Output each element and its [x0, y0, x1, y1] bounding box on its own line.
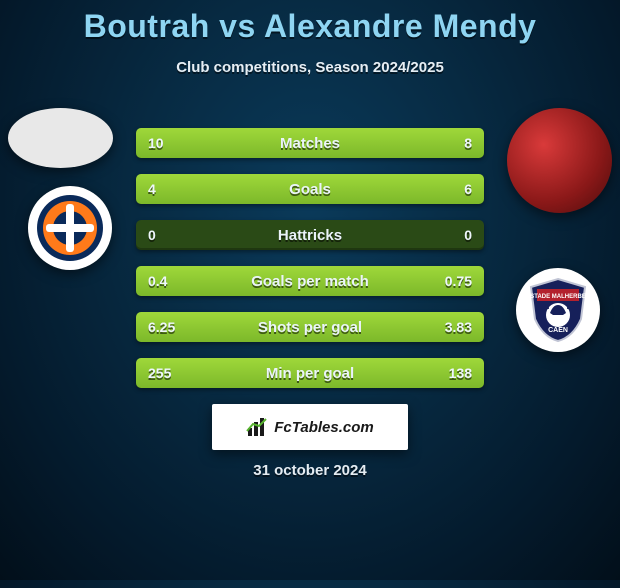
stat-row-goals: 4 Goals 6 [136, 174, 484, 204]
stat-value-right: 8 [464, 128, 472, 158]
stat-row-min-per-goal: 255 Min per goal 138 [136, 358, 484, 388]
stat-label: Min per goal [136, 358, 484, 388]
stat-label: Goals per match [136, 266, 484, 296]
stat-row-matches: 10 Matches 8 [136, 128, 484, 158]
club-right-logo: STADE MALHERBE CAEN [516, 268, 600, 352]
subtitle: Club competitions, Season 2024/2025 [0, 59, 620, 76]
stat-label: Goals [136, 174, 484, 204]
badge-text: FcTables.com [274, 419, 373, 436]
stat-row-hattricks: 0 Hattricks 0 [136, 220, 484, 250]
svg-text:STADE MALHERBE: STADE MALHERBE [530, 294, 586, 300]
page-title: Boutrah vs Alexandre Mendy [0, 8, 620, 45]
stat-row-shots-per-goal: 6.25 Shots per goal 3.83 [136, 312, 484, 342]
stat-value-right: 0.75 [445, 266, 472, 296]
stats-container: 10 Matches 8 4 Goals 6 0 Hattricks 0 0.4… [136, 128, 484, 404]
player-left-avatar [8, 108, 113, 168]
tappara-icon [36, 194, 104, 262]
player-right-avatar [507, 108, 612, 213]
stat-value-right: 3.83 [445, 312, 472, 342]
stat-label: Matches [136, 128, 484, 158]
stat-value-right: 0 [464, 220, 472, 250]
fctables-badge[interactable]: FcTables.com [212, 404, 408, 450]
svg-text:CAEN: CAEN [548, 327, 568, 334]
date-label: 31 october 2024 [0, 462, 620, 479]
caen-icon: STADE MALHERBE CAEN [523, 275, 593, 345]
stat-value-right: 138 [449, 358, 472, 388]
chart-icon [246, 416, 268, 438]
stat-value-right: 6 [464, 174, 472, 204]
stat-row-goals-per-match: 0.4 Goals per match 0.75 [136, 266, 484, 296]
club-left-logo [28, 186, 112, 270]
stat-label: Shots per goal [136, 312, 484, 342]
stat-label: Hattricks [136, 220, 484, 250]
